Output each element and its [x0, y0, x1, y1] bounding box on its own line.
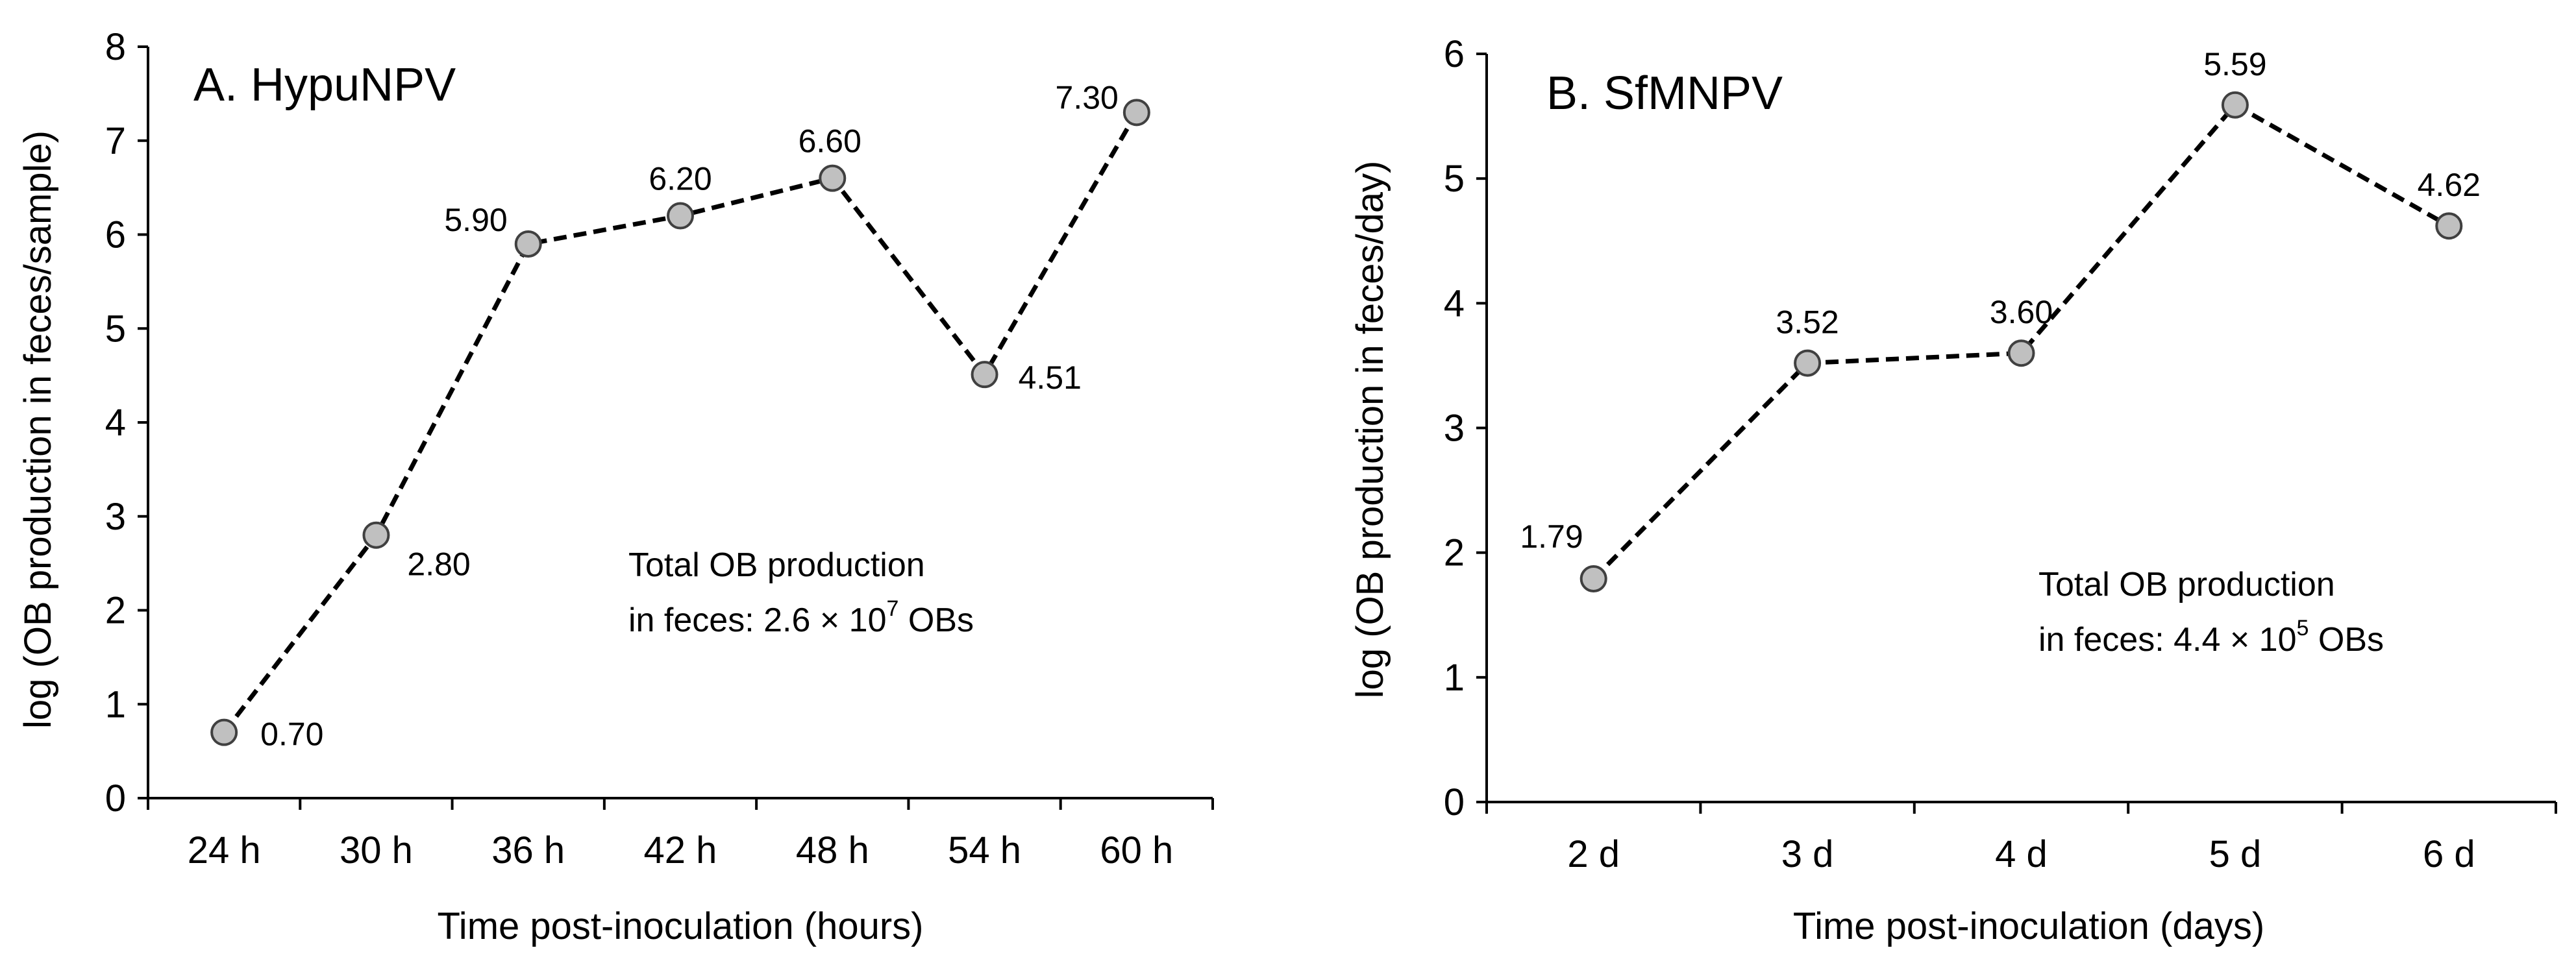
- chart-a-data-label: 2.80: [407, 546, 470, 583]
- chart-b-y-axis-title: log (OB production in feces/day): [1349, 161, 1391, 699]
- chart-b-y-tick-label: 3: [1444, 408, 1465, 450]
- chart-a-data-label: 6.60: [799, 123, 861, 160]
- chart-a-data-point: [514, 230, 542, 258]
- chart-b-data-label: 4.62: [2418, 167, 2481, 203]
- chart-b-x-tick-label: 2 d: [1567, 833, 1620, 875]
- chart-b-x-axis-title: Time post-inoculation (days): [1793, 905, 2264, 947]
- chart-b-y-tick-label: 5: [1444, 158, 1465, 200]
- chart-a-title: A. HypuNPV: [193, 59, 456, 111]
- chart-a-data-point: [362, 521, 390, 549]
- chart-a-y-tick-label: 2: [105, 590, 126, 632]
- chart-a-x-tick-label: 60 h: [1100, 829, 1173, 871]
- chart-a-data-label: 0.70: [260, 716, 323, 753]
- chart-b-x-tick-label: 3 d: [1781, 833, 1834, 875]
- chart-a-y-axis-title: log (OB production in feces/sample): [17, 130, 59, 729]
- chart-b-data-label: 3.60: [1990, 294, 2053, 330]
- chart-b-data-point: [2007, 339, 2035, 367]
- chart-a-data-label: 7.30: [1056, 79, 1119, 116]
- chart-b-data-point: [2435, 212, 2463, 240]
- chart-a-data-point: [971, 361, 998, 389]
- chart-a-x-tick-label: 24 h: [188, 829, 261, 871]
- chart-a-data-point: [1122, 99, 1150, 127]
- chart-b-data-point: [2221, 91, 2249, 119]
- chart-a-y-tick-label: 5: [105, 308, 126, 350]
- chart-b-y-tick-label: 0: [1444, 781, 1465, 823]
- chart-b-title: B. SfMNPV: [1546, 67, 1783, 119]
- chart-panel-b: B. SfMNPV log (OB production in feces/da…: [1349, 33, 2557, 947]
- chart-b-data-point: [1794, 349, 1822, 377]
- chart-b-y-tick-label: 6: [1444, 33, 1465, 75]
- chart-b-data-label: 3.52: [1776, 304, 1839, 341]
- chart-b-x-tick-label: 5 d: [2209, 833, 2262, 875]
- chart-a-note-line-1: Total OB production: [628, 546, 925, 584]
- chart-a-data-label: 5.90: [444, 202, 507, 238]
- chart-b-x-tick-label: 6 d: [2423, 833, 2475, 875]
- chart-a-y-tick-label: 6: [105, 214, 126, 256]
- chart-b-y-tick-label: 1: [1444, 657, 1465, 699]
- chart-a-x-tick-label: 54 h: [948, 829, 1021, 871]
- chart-a-x-axis-title: Time post-inoculation (hours): [438, 905, 924, 947]
- chart-a-note-line-2: in feces: 2.6 × 107 OBs: [628, 596, 974, 639]
- chart-a-x-tick-label: 36 h: [491, 829, 565, 871]
- chart-a-x-tick-label: 48 h: [796, 829, 869, 871]
- chart-b-note-line-1: Total OB production: [2038, 566, 2335, 603]
- chart-b-data-point: [1579, 565, 1607, 593]
- chart-a-data-label: 6.20: [649, 161, 712, 197]
- chart-a-y-tick-label: 8: [105, 26, 126, 68]
- chart-a-data-point: [667, 202, 694, 230]
- chart-a-y-tick-label: 1: [105, 683, 126, 725]
- chart-b-y-tick-label: 2: [1444, 532, 1465, 574]
- chart-b-series-line: [1592, 102, 2451, 581]
- chart-panel-a: A. HypuNPV log (OB production in feces/s…: [17, 26, 1214, 947]
- chart-a-y-tick-label: 4: [105, 402, 126, 444]
- chart-a-y-tick-label: 0: [105, 777, 126, 820]
- chart-b-note-line-2: in feces: 4.4 × 105 OBs: [2038, 616, 2384, 659]
- chart-a-data-point: [819, 164, 847, 192]
- chart-a-y-tick-label: 7: [105, 120, 126, 162]
- chart-b-data-label: 5.59: [2203, 46, 2266, 82]
- chart-b-data-label: 1.79: [1520, 518, 1583, 555]
- chart-a-y-tick-label: 3: [105, 496, 126, 538]
- chart-a-data-label: 4.51: [1019, 359, 1082, 396]
- chart-a-data-point: [210, 718, 238, 746]
- chart-b-y-tick-label: 4: [1444, 282, 1465, 324]
- chart-a-x-tick-label: 30 h: [340, 829, 413, 871]
- chart-a-x-tick-label: 42 h: [644, 829, 717, 871]
- chart-b-x-tick-label: 4 d: [1995, 833, 2048, 875]
